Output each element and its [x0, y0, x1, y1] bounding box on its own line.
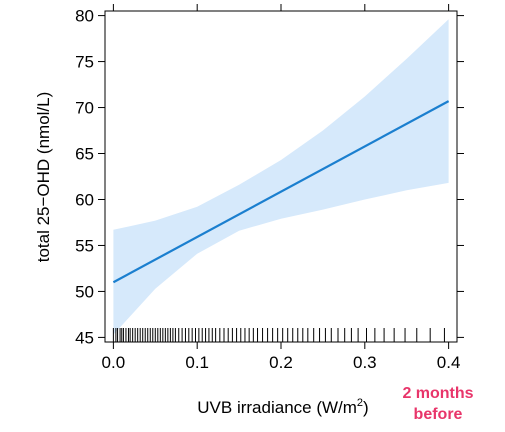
time-annotation-line1: 2 months: [402, 385, 473, 402]
y-tick-label: 45: [75, 328, 94, 347]
y-tick-label: 55: [75, 236, 94, 255]
plot-area: [104, 10, 458, 343]
regression-line: [112, 100, 450, 284]
y-tick-label: 75: [75, 53, 94, 72]
time-annotation-line2: before: [414, 406, 463, 423]
y-axis-label: total 25−OHD (nmol/L): [34, 92, 53, 263]
confidence-band: [113, 19, 449, 335]
y-tick-label: 70: [75, 99, 94, 118]
x-tick-label: 0.2: [269, 353, 293, 372]
x-tick-label: 0.3: [353, 353, 377, 372]
y-tick-label: 60: [75, 190, 94, 209]
x-tick-label: 0.1: [185, 353, 209, 372]
y-tick-label: 50: [75, 282, 94, 301]
x-tick-label: 0.0: [102, 353, 126, 372]
rug-marks: [112, 328, 445, 342]
x-tick-label: 0.4: [437, 353, 461, 372]
y-tick-label: 65: [75, 145, 94, 164]
x-axis-label: UVB irradiance (W/m2): [197, 397, 368, 417]
x-axis: 0.0 0.1 0.2 0.3 0.4: [102, 4, 461, 372]
y-tick-label: 80: [75, 7, 94, 26]
y-axis: 45 50 55 60 65 70 75 80: [75, 7, 464, 347]
